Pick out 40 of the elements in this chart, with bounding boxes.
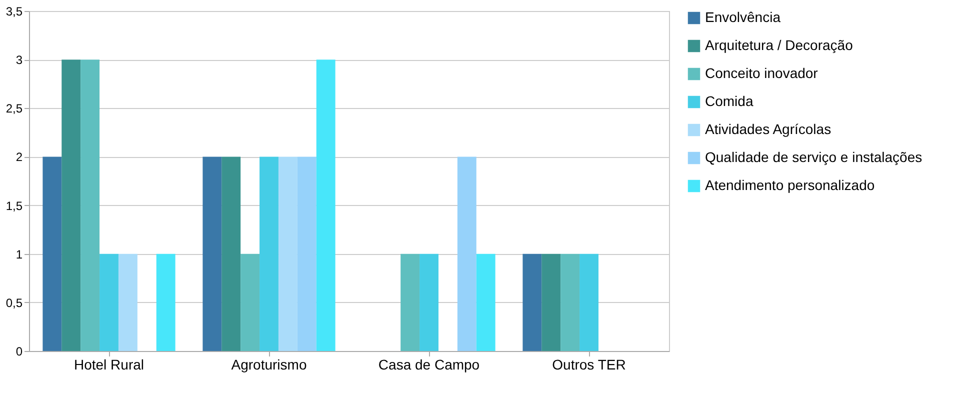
bar <box>240 254 260 351</box>
bar <box>420 254 438 351</box>
bar <box>260 156 278 351</box>
bar <box>457 156 476 351</box>
bar <box>156 254 176 351</box>
bar <box>400 254 420 351</box>
bar <box>42 156 62 351</box>
bar <box>542 254 561 351</box>
bar <box>80 60 100 351</box>
legend-label: Conceito inovador <box>705 65 818 81</box>
legend-label: Qualidade de serviço e instalações <box>705 149 922 165</box>
x-tick-label: Outros TER <box>552 356 626 372</box>
legend-label: Envolvência <box>705 9 781 25</box>
x-tick-label: Hotel Rural <box>74 356 144 372</box>
bar <box>522 254 542 351</box>
bar <box>580 254 598 351</box>
bar <box>560 254 580 351</box>
legend-label: Comida <box>705 93 754 109</box>
bar <box>297 156 316 351</box>
legend-label: Atividades Agrícolas <box>705 121 832 137</box>
y-tick-label: 3,5 <box>6 4 23 18</box>
bar <box>202 156 222 351</box>
bar <box>278 156 298 351</box>
bar <box>316 60 336 351</box>
y-tick-label: 2 <box>16 150 23 164</box>
bar <box>100 254 118 351</box>
legend-label: Atendimento personalizado <box>705 177 875 193</box>
y-tick-label: 0,5 <box>6 296 23 310</box>
y-tick-label: 1 <box>16 247 23 262</box>
x-tick-label: Casa de Campo <box>378 356 480 372</box>
y-tick-label: 3 <box>16 53 23 68</box>
bar <box>476 254 496 351</box>
bar <box>62 60 81 351</box>
y-tick-label: 1,5 <box>6 198 23 213</box>
y-tick-label: 0 <box>16 344 23 358</box>
y-tick-label: 2,5 <box>6 102 23 116</box>
x-tick-label: Agroturismo <box>231 356 307 372</box>
bar <box>118 254 138 351</box>
bar <box>222 156 241 351</box>
legend-label: Arquitetura / Decoração <box>705 37 854 53</box>
